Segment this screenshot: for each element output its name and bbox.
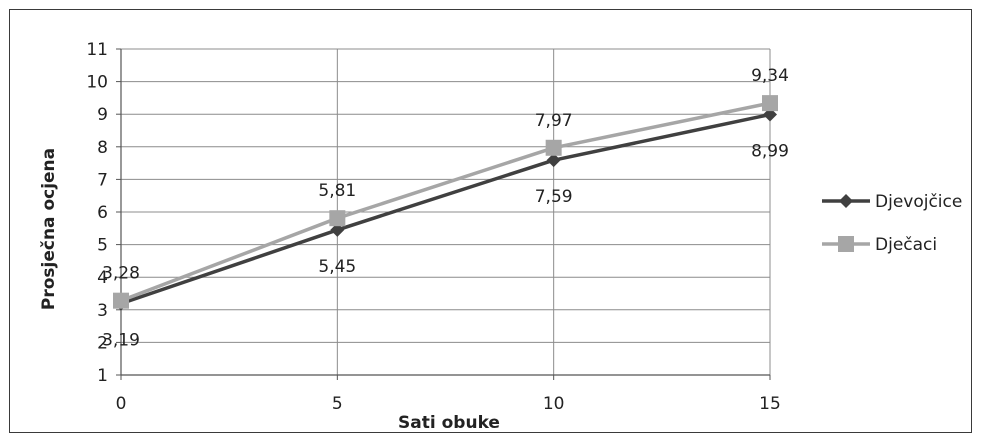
y-tick-labels: 1 2 3 4 5 6 7 8 9 10 11 bbox=[86, 40, 108, 386]
series-lines bbox=[120, 101, 771, 306]
data-point bbox=[545, 139, 562, 156]
legend-label: Djevojčice bbox=[875, 192, 962, 212]
x-tick-labels: 0 5 10 15 bbox=[116, 394, 781, 414]
y-tick-label: 4 bbox=[97, 268, 108, 288]
legend-marker bbox=[838, 236, 854, 252]
y-tick-label: 9 bbox=[97, 105, 108, 125]
data-label: 7,59 bbox=[535, 187, 573, 207]
y-tick-label: 10 bbox=[86, 73, 108, 93]
x-tick-label: 10 bbox=[543, 394, 565, 414]
series-line-1 bbox=[120, 101, 771, 303]
legend-label: Dječaci bbox=[875, 235, 937, 255]
x-tick-label: 0 bbox=[116, 394, 127, 414]
gridlines bbox=[121, 48, 771, 375]
series-markers bbox=[113, 95, 778, 311]
data-label: 7,97 bbox=[535, 111, 573, 131]
legend-marker bbox=[839, 194, 853, 208]
chart-frame bbox=[9, 9, 972, 433]
series-line-0 bbox=[120, 112, 771, 306]
y-axis-title: Prosječna ocjena bbox=[39, 148, 59, 310]
legend: Djevojčice Dječaci bbox=[822, 192, 962, 255]
axes bbox=[116, 48, 771, 380]
y-tick-label: 5 bbox=[97, 236, 108, 256]
data-label: 5,81 bbox=[318, 181, 356, 201]
y-tick-label: 3 bbox=[97, 301, 108, 321]
data-label: 8,99 bbox=[751, 142, 789, 162]
data-point bbox=[329, 210, 346, 227]
data-label: 9,34 bbox=[751, 66, 789, 86]
y-tick-label: 1 bbox=[97, 366, 108, 386]
data-label: 5,45 bbox=[318, 257, 356, 277]
y-tick-label: 7 bbox=[97, 170, 108, 190]
x-tick-label: 5 bbox=[332, 394, 343, 414]
data-point bbox=[330, 222, 345, 237]
data-label: 3,19 bbox=[102, 331, 140, 351]
x-axis-title: Sati obuke bbox=[398, 413, 500, 433]
data-point bbox=[546, 153, 561, 168]
y-tick-label: 6 bbox=[97, 203, 108, 223]
y-tick-label: 2 bbox=[97, 333, 108, 353]
data-label: 3,28 bbox=[102, 264, 140, 284]
data-labels: 3,19 5,45 7,59 8,99 3,28 5,81 7,97 9,34 bbox=[102, 66, 789, 350]
y-tick-label: 8 bbox=[97, 138, 108, 158]
x-tick-label: 15 bbox=[759, 394, 781, 414]
y-tick-label: 11 bbox=[86, 40, 108, 60]
data-point bbox=[762, 95, 778, 112]
data-point bbox=[113, 292, 129, 309]
